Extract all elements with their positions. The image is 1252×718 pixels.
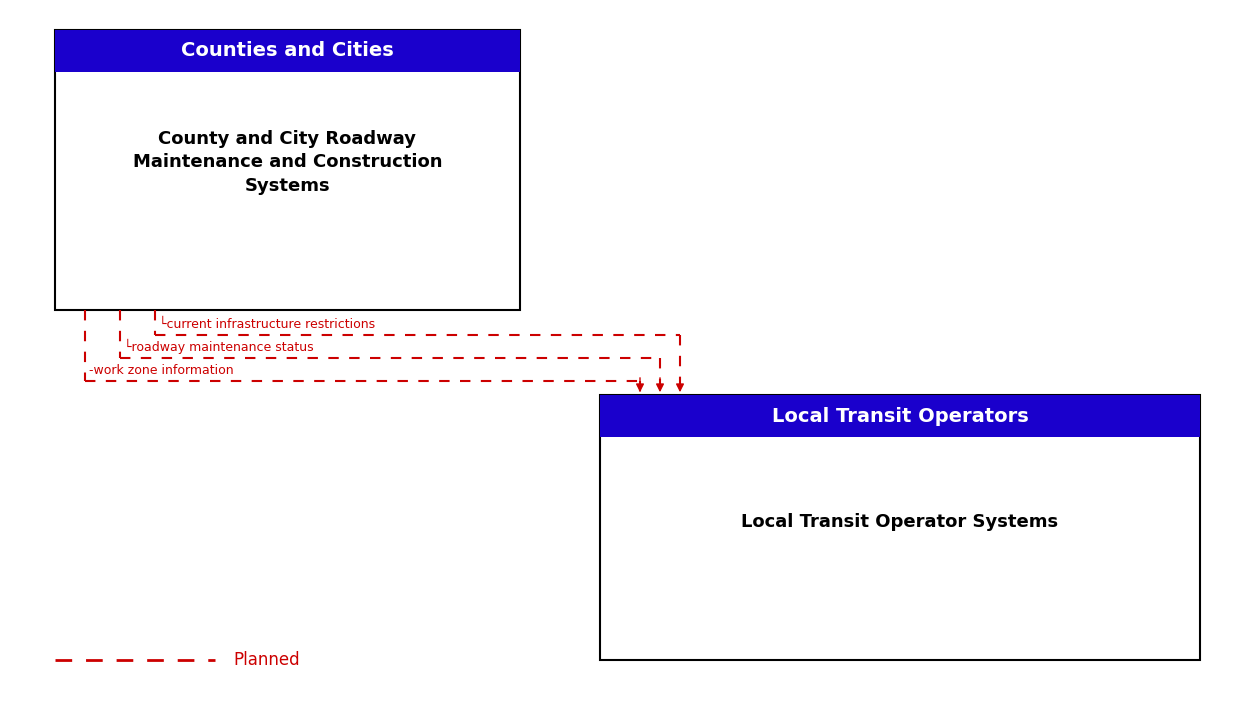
Text: Local Transit Operators: Local Transit Operators [771, 406, 1028, 426]
Text: Local Transit Operator Systems: Local Transit Operator Systems [741, 513, 1058, 531]
Text: County and City Roadway
Maintenance and Construction
Systems: County and City Roadway Maintenance and … [133, 130, 442, 195]
Bar [600, 395, 1199, 437]
Bar [600, 395, 1199, 660]
Text: Planned: Planned [233, 651, 299, 669]
Bar [55, 30, 520, 310]
Text: └current infrastructure restrictions: └current infrastructure restrictions [159, 318, 376, 331]
Text: -work zone information: -work zone information [89, 364, 234, 377]
Bar [55, 30, 520, 72]
Text: └roadway maintenance status: └roadway maintenance status [124, 339, 313, 354]
Text: Counties and Cities: Counties and Cities [182, 42, 394, 60]
